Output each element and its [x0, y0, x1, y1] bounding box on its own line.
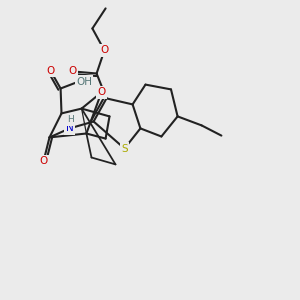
- Text: O: O: [68, 66, 77, 76]
- Text: S: S: [121, 143, 128, 154]
- Text: O: O: [39, 156, 48, 167]
- Text: O: O: [100, 45, 109, 56]
- Text: H: H: [67, 116, 74, 124]
- Text: O: O: [46, 65, 55, 76]
- Text: O: O: [97, 87, 106, 98]
- Text: N: N: [66, 123, 74, 134]
- Text: OH: OH: [76, 76, 92, 87]
